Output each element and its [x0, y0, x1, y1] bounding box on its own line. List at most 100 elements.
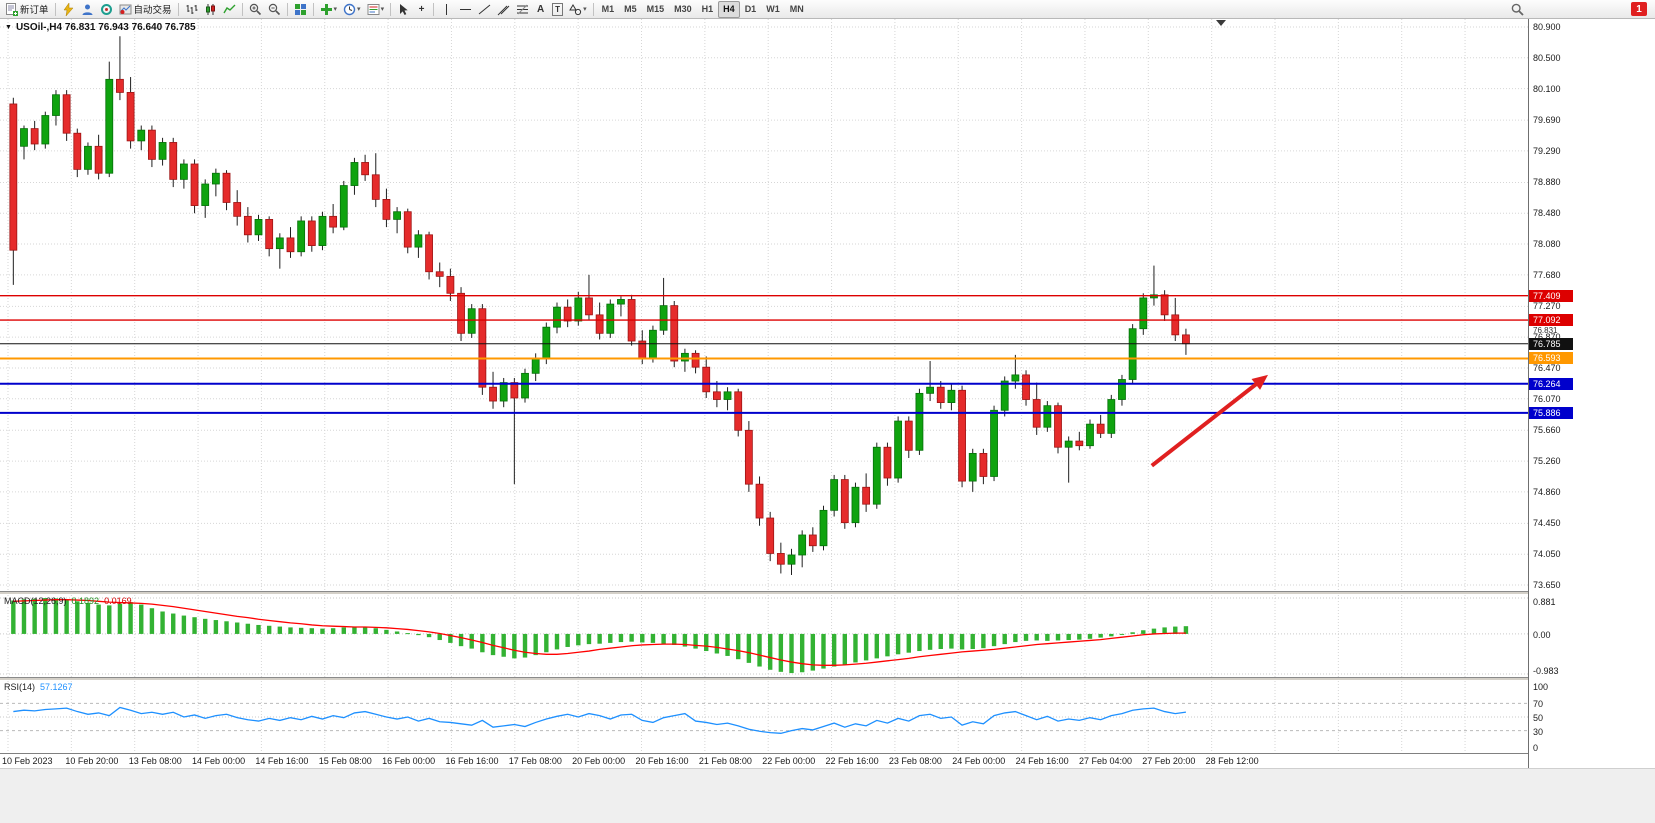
crosshair-tool-button[interactable]: +: [413, 1, 430, 18]
timeframe-m15-button[interactable]: M15: [646, 4, 665, 14]
candle-down: [1182, 334, 1190, 345]
rsi-scale-label: 100: [1533, 682, 1549, 692]
macd-bar: [767, 633, 773, 670]
macd-bar: [32, 598, 37, 634]
candle-up: [521, 372, 529, 399]
candle-up: [798, 534, 807, 556]
timeframe-m5-button[interactable]: M5: [624, 4, 637, 14]
candle-up: [819, 509, 828, 547]
channel-tool-button[interactable]: [494, 1, 513, 18]
candle-down: [691, 352, 700, 368]
macd-panel[interactable]: MACD(12,26,9) 0.1892 0.0169: [0, 595, 1528, 677]
timeframe-mn-button[interactable]: MN: [789, 4, 804, 14]
zoom-in-button[interactable]: [246, 1, 265, 18]
candle-up: [990, 409, 998, 477]
trendline-tool-button[interactable]: [475, 1, 494, 18]
time-label: 27 Feb 20:00: [1142, 756, 1196, 766]
price-axis[interactable]: 80.900 80.500 80.100 79.690 79.290 78.880 78.4…: [1528, 19, 1655, 768]
time-label: 15 Feb 08:00: [318, 756, 372, 766]
macd-bar: [1109, 633, 1114, 637]
macd-bar: [245, 623, 251, 634]
rsi-label: RSI(14): [4, 682, 36, 692]
toolbar-separator: [433, 2, 435, 16]
time-axis[interactable]: 10 Feb 2023 10 Feb 20:00 13 Feb 08:00 14 Fe…: [0, 753, 1528, 768]
rsi-panel[interactable]: RSI(14) 57.1267: [0, 681, 1528, 753]
macd-bar: [661, 633, 666, 644]
price-tag-76.264: 76.264: [1529, 377, 1573, 390]
tile-windows-button[interactable]: [291, 1, 310, 18]
label-tool-button[interactable]: T: [549, 1, 566, 18]
horizontal-line-tool-button[interactable]: [456, 1, 475, 18]
signals-button[interactable]: [97, 1, 116, 18]
macd-bar: [1162, 627, 1167, 634]
macd-bar: [938, 633, 943, 650]
indicators-dropdown-button[interactable]: ▾: [317, 1, 341, 18]
timeframe-h1-button[interactable]: H1: [701, 4, 714, 14]
candle-down: [883, 446, 892, 479]
timeframe-d1-button[interactable]: D1: [744, 4, 757, 14]
macd-label: MACD(12,26,9): [4, 596, 67, 606]
candle-down: [595, 314, 604, 334]
candlestick-mode-button[interactable]: [201, 1, 220, 18]
candle-up: [872, 446, 881, 505]
candle-up: [499, 382, 508, 402]
macd-bar: [895, 633, 901, 655]
price-tag-77.092: 77.092: [1529, 314, 1573, 327]
candle-down: [1022, 374, 1030, 400]
cursor-tool-button[interactable]: [394, 1, 413, 18]
time-label: 14 Feb 16:00: [255, 756, 309, 766]
new-order-button[interactable]: 新订单: [2, 1, 52, 18]
candle-down: [243, 215, 252, 236]
bar-chart-mode-button[interactable]: [182, 1, 201, 18]
templates-dropdown-button[interactable]: ▾: [364, 1, 388, 18]
candle-down: [808, 534, 817, 547]
fibonacci-tool-button[interactable]: [513, 1, 532, 18]
price-tick-label: 78.880: [1533, 177, 1561, 188]
price-tick-label: 75.660: [1533, 425, 1561, 436]
candle-down: [670, 305, 679, 362]
panel-separator[interactable]: [0, 591, 1528, 595]
price-tick-label: 79.690: [1533, 115, 1561, 126]
macd-bar: [757, 633, 762, 667]
auto-trading-button[interactable]: 自动交易: [116, 1, 175, 18]
candle-down: [329, 215, 338, 228]
macd-bar: [1173, 626, 1178, 634]
time-label: 23 Feb 08:00: [888, 756, 942, 766]
vertical-line-tool-button[interactable]: [437, 1, 456, 18]
price-chart-canvas[interactable]: [0, 19, 1528, 591]
periods-dropdown-button[interactable]: ▾: [340, 1, 364, 18]
timeframe-w1-button[interactable]: W1: [766, 4, 780, 14]
annotation-arrow[interactable]: [1150, 377, 1265, 468]
macd-bar: [608, 633, 613, 643]
chart-shift-marker-icon[interactable]: [1216, 20, 1226, 26]
candle-down: [435, 271, 444, 277]
panel-separator[interactable]: [0, 677, 1528, 681]
text-tool-button[interactable]: A: [532, 1, 549, 18]
arrows-dropdown-button[interactable]: ▾: [566, 1, 590, 18]
candle-up: [553, 306, 561, 328]
market-button[interactable]: [78, 1, 97, 18]
macd-bar: [405, 633, 410, 635]
price-tag-76.785: 76.785: [1529, 337, 1573, 350]
macd-bar: [394, 631, 400, 634]
search-button[interactable]: [1508, 1, 1527, 18]
macd-bar: [448, 633, 453, 643]
line-chart-mode-button[interactable]: [220, 1, 239, 18]
timeframe-m30-button[interactable]: M30: [674, 4, 692, 14]
timeframe-h4-button[interactable]: H4: [718, 0, 740, 18]
timeframe-m1-button[interactable]: M1: [601, 4, 615, 14]
candle-up: [179, 163, 188, 180]
rsi-label-row: RSI(14) 57.1267: [4, 682, 78, 692]
zoom-out-button[interactable]: [265, 1, 284, 18]
macd-bar: [224, 621, 229, 634]
macd-bar: [970, 633, 975, 650]
toolbar-separator: [390, 2, 392, 16]
candle-down: [446, 275, 455, 294]
toolbar-separator: [54, 2, 56, 16]
main-chart-panel[interactable]: ▼ USOil-,H4 76.831 76.943 76.640 76.785: [0, 19, 1528, 591]
candle-up: [158, 142, 167, 160]
toolbar-separator: [241, 2, 243, 16]
candle-down: [776, 553, 785, 565]
metaeditor-button[interactable]: [59, 1, 78, 18]
notification-badge[interactable]: 1: [1631, 2, 1647, 16]
